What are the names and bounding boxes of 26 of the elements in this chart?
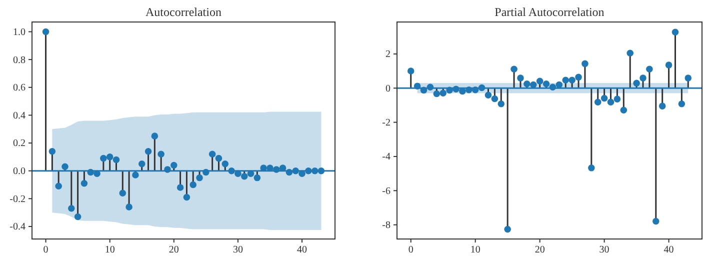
y-tick-label: 0.2: [13, 138, 26, 150]
y-tick-label: -0.2: [10, 194, 26, 205]
x-tick-label: 40: [664, 244, 674, 256]
chart-title: Partial Autocorrelation: [494, 5, 604, 19]
y-tick-label: 0.0: [13, 166, 26, 178]
y-tick-label: 0.4: [13, 110, 26, 122]
y-tick-label: 1.0: [13, 26, 26, 38]
x-tick-label: 40: [297, 244, 308, 256]
y-tick-label: -8: [382, 220, 390, 232]
y-tick-label: -0.4: [10, 222, 26, 233]
x-tick-label: 20: [168, 244, 179, 256]
y-tick-label: 0: [386, 83, 390, 94]
y-tick-label: 2: [386, 49, 390, 60]
x-tick-label: 0: [408, 244, 414, 256]
x-tick-label: 0: [43, 244, 48, 256]
y-tick-label: -2: [382, 118, 390, 128]
y-tick-label: 0.6: [13, 82, 26, 94]
y-tick-label: -4: [382, 152, 390, 163]
x-tick-label: 20: [534, 244, 545, 256]
x-tick-label: 10: [470, 244, 480, 256]
chart-title: Autocorrelation: [146, 5, 222, 19]
y-tick-label: 0.8: [13, 54, 26, 66]
y-tick-label: -6: [382, 186, 390, 197]
x-tick-label: 30: [232, 244, 243, 256]
x-tick-label: 10: [104, 244, 115, 256]
x-tick-label: 30: [599, 244, 610, 256]
